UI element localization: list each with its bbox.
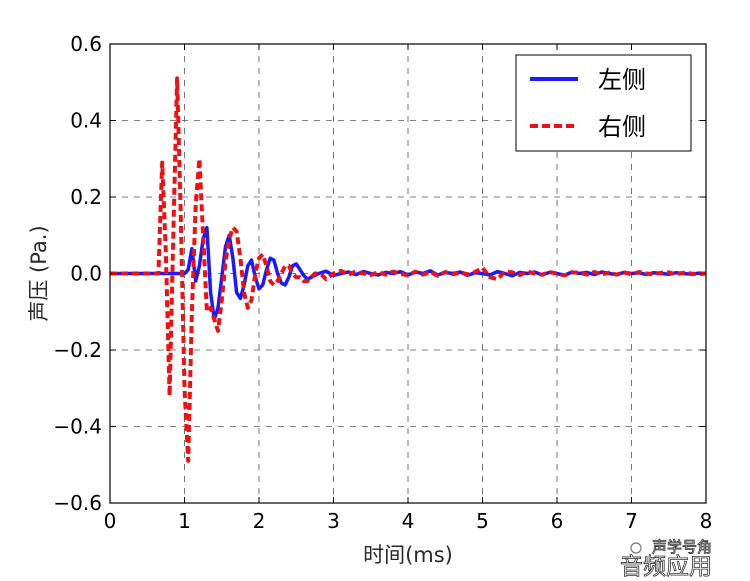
legend: 左侧 右侧 — [515, 54, 692, 152]
legend-box — [515, 54, 692, 152]
x-tick-label: 7 — [625, 509, 638, 533]
y-tick-label: 0.4 — [70, 109, 102, 133]
y-axis-label: 声压 (Pa.) — [27, 225, 51, 321]
y-tick-label: 0.6 — [70, 32, 102, 56]
x-axis-label: 时间(ms) — [363, 543, 453, 567]
x-tick-label: 0 — [104, 509, 117, 533]
y-tick-label: 0.0 — [70, 262, 102, 286]
watermark-line2: 音频应用 — [620, 554, 712, 580]
series-layer — [110, 76, 707, 463]
x-tick-label: 6 — [551, 509, 564, 533]
y-tick-label: −0.6 — [53, 491, 102, 515]
y-tick-label: −0.4 — [53, 415, 102, 439]
x-tick-label: 3 — [327, 509, 340, 533]
legend-label-left: 左侧 — [598, 66, 646, 94]
x-tick-label: 4 — [402, 509, 415, 533]
legend-label-right: 右侧 — [598, 113, 646, 141]
x-tick-label: 1 — [178, 509, 191, 533]
watermark: 声学号角 音频应用 — [620, 538, 713, 581]
y-tick-label: 0.2 — [70, 185, 102, 209]
watermark-icon — [630, 542, 642, 554]
x-tick-label: 5 — [476, 509, 489, 533]
x-tick-label: 8 — [700, 509, 713, 533]
axis-ticks: 0 1 2 3 4 5 6 7 8 −0.6 −0.4 −0.2 0.0 0.2 0.4 0.6 — [53, 32, 712, 533]
x-tick-label: 2 — [253, 509, 266, 533]
watermark-line1: 声学号角 — [652, 538, 712, 556]
y-tick-label: −0.2 — [53, 338, 102, 362]
series-line-right — [110, 76, 707, 463]
